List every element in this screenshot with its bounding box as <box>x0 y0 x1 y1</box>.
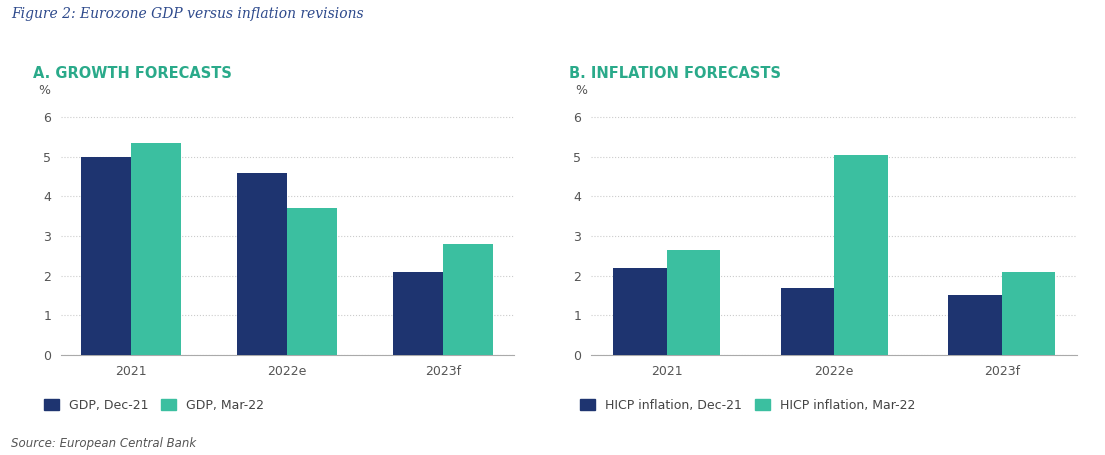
Text: Figure 2: Eurozone GDP versus inflation revisions: Figure 2: Eurozone GDP versus inflation … <box>11 7 364 21</box>
Text: Source: European Central Bank: Source: European Central Bank <box>11 437 197 450</box>
Bar <box>781 288 834 355</box>
Bar <box>82 157 131 355</box>
Legend: HICP inflation, Dec-21, HICP inflation, Mar-22: HICP inflation, Dec-21, HICP inflation, … <box>576 394 920 417</box>
Bar <box>1002 272 1055 355</box>
Bar <box>613 268 666 355</box>
Bar <box>666 250 720 355</box>
Text: B. INFLATION FORECASTS: B. INFLATION FORECASTS <box>569 66 781 81</box>
Text: A. GROWTH FORECASTS: A. GROWTH FORECASTS <box>33 66 232 81</box>
Bar <box>238 172 287 355</box>
Text: %: % <box>576 84 588 97</box>
Legend: GDP, Dec-21, GDP, Mar-22: GDP, Dec-21, GDP, Mar-22 <box>40 394 270 417</box>
Bar <box>948 295 1002 355</box>
Bar <box>287 208 337 355</box>
Bar <box>393 272 443 355</box>
Bar <box>834 155 887 355</box>
Bar <box>131 143 181 355</box>
Text: %: % <box>39 84 51 97</box>
Bar <box>443 244 493 355</box>
